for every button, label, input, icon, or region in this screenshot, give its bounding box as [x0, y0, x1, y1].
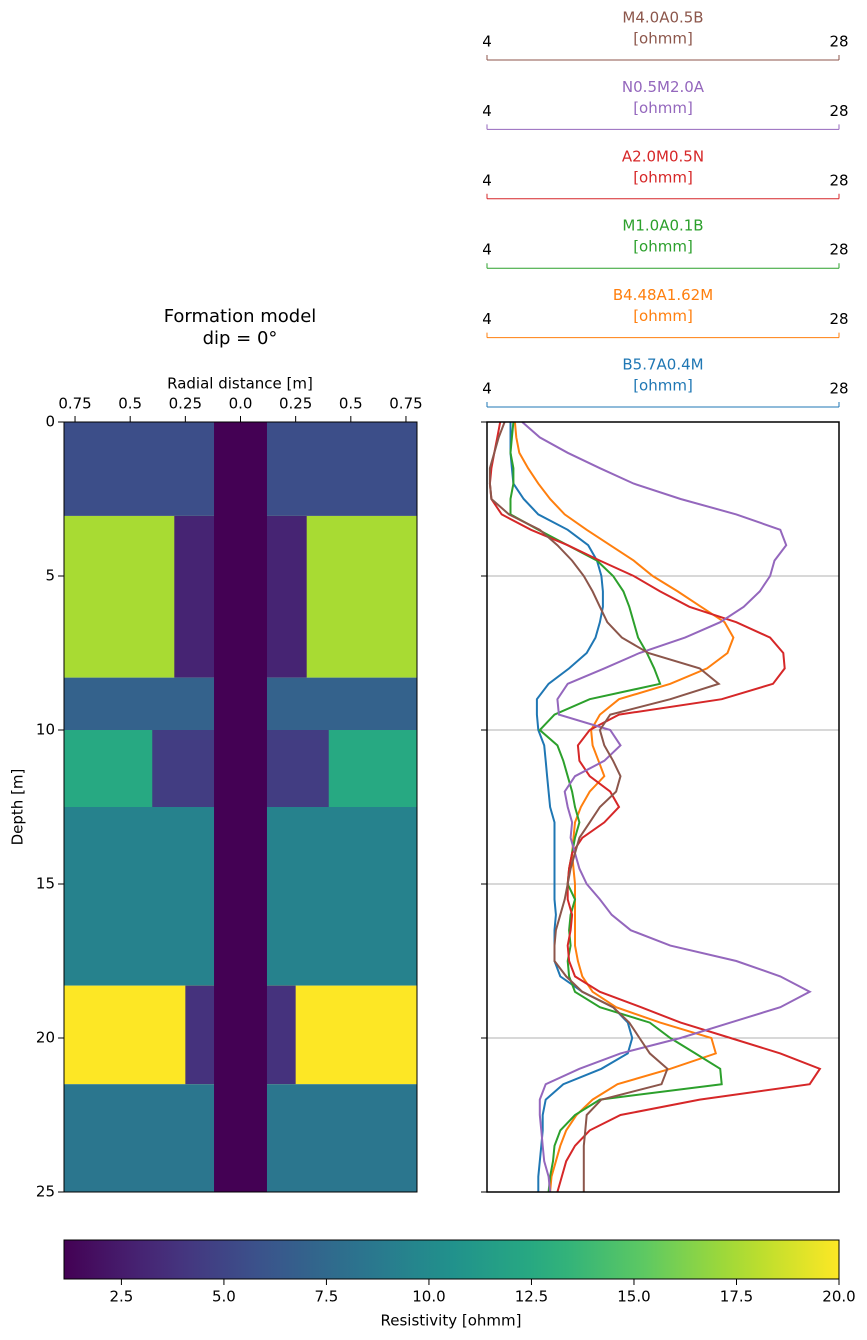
curve-unit: [ohmm]	[633, 168, 693, 186]
x-tick-label: 0.0	[229, 395, 253, 413]
x-tick-label: 0.75	[389, 395, 422, 413]
x-tick-label: 0.25	[279, 395, 312, 413]
colorbar-tick-label: 7.5	[315, 1288, 339, 1306]
legend-entry: M4.0A0.5B	[622, 9, 703, 27]
x-tick-label: 0.75	[58, 395, 91, 413]
log-curve	[521, 421, 812, 1193]
curve-unit: [ohmm]	[633, 307, 693, 325]
chart-title: Formation model	[164, 306, 317, 327]
colorbar-tick-label: 12.5	[515, 1288, 548, 1306]
curve-axis-tick-label: 28	[829, 33, 848, 51]
y-tick-label: 5	[45, 567, 55, 585]
legend-entry: A2.0M0.5N	[622, 147, 704, 165]
y-tick-label: 20	[36, 1029, 55, 1047]
colorbar-tick-label: 17.5	[720, 1288, 753, 1306]
curve-axis-tick-label: 28	[829, 241, 848, 259]
curve-axis-tick-label: 4	[482, 102, 492, 120]
x-tick-label: 0.5	[118, 395, 142, 413]
curve-unit: [ohmm]	[633, 30, 693, 48]
colorbar-tick-label: 20.0	[822, 1288, 855, 1306]
curve-unit: [ohmm]	[633, 377, 693, 395]
x-tick-label: 0.5	[339, 395, 363, 413]
colorbar-label: Resistivity [ohmm]	[380, 1312, 521, 1330]
x-axis-label: Radial distance [m]	[167, 375, 313, 393]
curve-axis-tick-label: 28	[829, 102, 848, 120]
curve-axis-tick-label: 28	[829, 310, 848, 328]
log-curve	[513, 421, 735, 1193]
log-curve	[488, 421, 721, 1192]
log-curve	[488, 421, 822, 1193]
y-tick-label: 0	[45, 413, 55, 431]
y-tick-label: 15	[36, 875, 55, 893]
chart-subtitle: dip = 0°	[203, 328, 278, 349]
curve-axis-tick-label: 4	[482, 241, 492, 259]
y-tick-label: 25	[36, 1183, 55, 1201]
legend-entry: M1.0A0.1B	[622, 217, 703, 235]
colorbar-tick-label: 10.0	[412, 1288, 445, 1306]
legend-entry: B4.48A1.62M	[613, 286, 713, 304]
curve-axis-tick-label: 28	[829, 380, 848, 398]
legend-entry: N0.5M2.0A	[622, 78, 705, 96]
y-axis-label: Depth [m]	[9, 769, 27, 846]
colorbar-tick-label: 15.0	[617, 1288, 650, 1306]
curve-axis-tick-label: 4	[482, 310, 492, 328]
curve-axis-tick-label: 4	[482, 171, 492, 189]
curve-unit: [ohmm]	[633, 238, 693, 256]
colorbar-tick-label: 2.5	[109, 1288, 133, 1306]
colorbar-tick-label: 5.0	[212, 1288, 236, 1306]
curve-unit: [ohmm]	[633, 99, 693, 117]
curve-axis-tick-label: 4	[482, 380, 492, 398]
legend-entry: B5.7A0.4M	[622, 356, 703, 374]
log-curve	[509, 421, 723, 1193]
axes-frame	[486, 421, 840, 1193]
borehole	[214, 422, 267, 1192]
x-tick-label: 0.25	[169, 395, 202, 413]
y-tick-label: 10	[36, 721, 55, 739]
colorbar	[63, 1239, 840, 1280]
log-curve	[509, 422, 634, 1192]
curve-axis-tick-label: 4	[482, 33, 492, 51]
curve-axis-tick-label: 28	[829, 171, 848, 189]
